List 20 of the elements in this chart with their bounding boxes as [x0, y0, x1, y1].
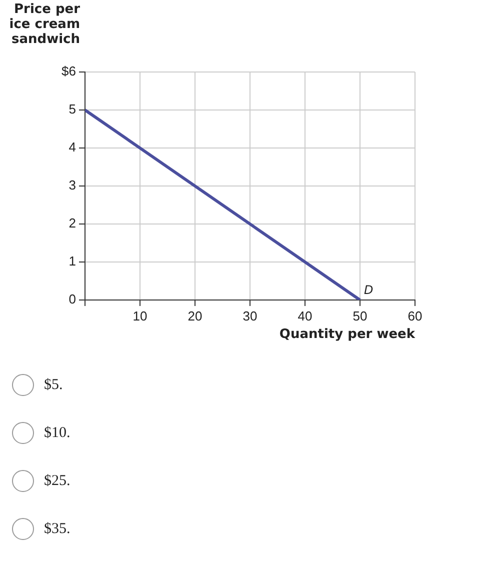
y-tick-label: 1 — [68, 254, 76, 269]
y-axis-title: Price per ice cream sandwich — [8, 2, 80, 47]
y-tick-label: 5 — [68, 102, 76, 117]
y-tick-label: 3 — [68, 178, 76, 193]
text: $10. — [44, 424, 70, 442]
text: $35. — [44, 520, 70, 538]
annotation: D — [364, 283, 374, 298]
x-tick-label: 20 — [188, 308, 202, 324]
x-axis-title: Quantity per week — [279, 326, 416, 342]
y-tick-label: $6 — [62, 64, 76, 79]
y-tick-label: 2 — [68, 216, 76, 231]
x-tick-label: 30 — [242, 308, 258, 324]
text: $5. — [44, 376, 63, 394]
x-tick-label: 40 — [298, 308, 312, 324]
text: $25. — [44, 472, 70, 490]
x-tick-label: 10 — [132, 308, 148, 324]
y-tick-label: 4 — [68, 140, 76, 155]
x-tick-label: 50 — [352, 308, 368, 324]
x-tick-label: 60 — [408, 308, 422, 324]
y-tick-label: 0 — [68, 292, 76, 307]
